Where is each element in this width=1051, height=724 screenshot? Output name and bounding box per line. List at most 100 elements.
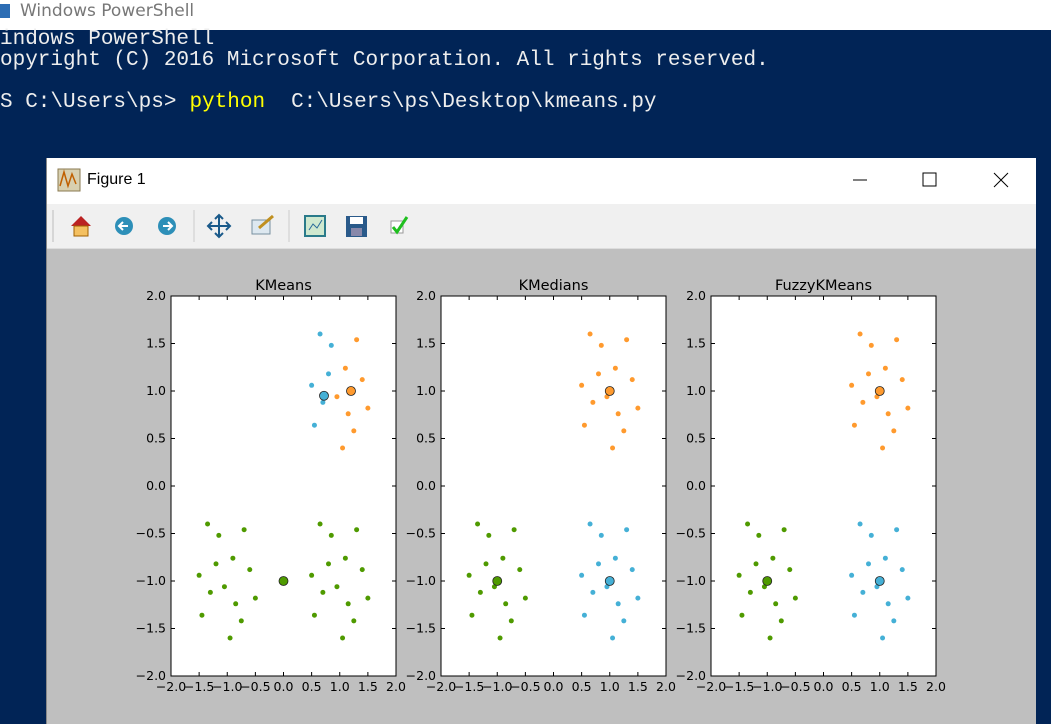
x-tick-label: 1.5 [628, 679, 648, 694]
y-tick-label: −0.5 [406, 526, 436, 541]
forward-button[interactable] [158, 217, 176, 235]
point [205, 521, 211, 527]
point [736, 572, 742, 578]
toolbar-icons [52, 210, 409, 242]
point [317, 521, 323, 527]
y-tick-label: 1.5 [146, 336, 166, 351]
point [207, 589, 213, 595]
point [598, 532, 604, 538]
window-title: Windows PowerShell [20, 1, 195, 21]
figure-title: Figure 1 [87, 171, 146, 188]
point [342, 555, 348, 561]
subplot: −2.0−1.5−1.0−0.5 0.0 0.5 1.0 1.5 2.0−2.0−1.5−… [136, 278, 406, 694]
ps-title-bar: Windows PowerShell [0, 0, 1051, 30]
point [621, 428, 627, 434]
toolbar [47, 204, 1036, 249]
y-tick-label: −1.5 [136, 621, 166, 636]
home-button[interactable] [71, 216, 91, 237]
x-tick-label: −1.0 [752, 679, 782, 694]
point [345, 411, 351, 417]
zoom-button[interactable] [251, 214, 274, 235]
point [624, 337, 630, 343]
point [885, 601, 891, 607]
point [624, 527, 630, 533]
point [894, 337, 900, 343]
x-tick-label: −0.5 [510, 679, 540, 694]
point [739, 612, 745, 618]
point [221, 584, 227, 590]
point [466, 572, 472, 578]
y-tick-label: −0.5 [676, 526, 706, 541]
point [581, 612, 587, 618]
y-tick-label: −0.5 [136, 526, 166, 541]
point [590, 399, 596, 405]
point [196, 572, 202, 578]
y-tick-label: 0.5 [686, 431, 706, 446]
point [629, 377, 635, 383]
point [508, 618, 514, 624]
edit-button[interactable] [390, 216, 409, 235]
point [326, 371, 331, 377]
point [866, 561, 871, 567]
centroid [874, 576, 885, 586]
back-button[interactable] [115, 217, 133, 235]
point [610, 445, 616, 451]
point [199, 612, 205, 618]
title-bar-icons [57, 168, 1009, 192]
point [359, 567, 365, 573]
x-tick-label: −2.0 [696, 679, 726, 694]
point [756, 532, 762, 538]
point [587, 331, 593, 337]
point [326, 561, 331, 567]
point [851, 612, 857, 618]
subplots-button[interactable] [304, 215, 326, 237]
figure-canvas: −2.0−1.5−1.0−0.5 0.0 0.5 1.0 1.5 2.0−2.0−1.5−… [136, 278, 946, 694]
x-tick-label: 1.5 [358, 679, 378, 694]
point [851, 422, 857, 428]
point [581, 422, 587, 428]
pan-button[interactable] [206, 213, 232, 239]
point [590, 589, 596, 595]
point [317, 331, 323, 337]
x-tick-label: 0.0 [814, 679, 834, 694]
point [857, 521, 863, 527]
point [309, 382, 315, 388]
terminal-line: opyright (C) 2016 Microsoft Corporation.… [0, 49, 769, 72]
centroid [604, 576, 615, 586]
chart-title: KMeans [255, 278, 312, 294]
maximize-button[interactable] [922, 172, 937, 187]
point [483, 561, 489, 567]
point [587, 521, 593, 527]
point [328, 532, 334, 538]
point [320, 399, 326, 405]
y-tick-label: −2.0 [136, 668, 166, 683]
point [311, 422, 317, 428]
y-tick-label: 1.0 [686, 383, 706, 398]
x-tick-label: 0.5 [572, 679, 592, 694]
point [340, 635, 346, 641]
point [340, 445, 346, 451]
command: python [189, 91, 266, 114]
command-args: C:\Users\ps\Desktop\kmeans.py [291, 91, 657, 114]
figure-title-bar: Figure 1 [47, 158, 1036, 204]
point [792, 595, 798, 601]
centroid [346, 386, 356, 396]
subplot: −2.0−1.5−1.0−0.5 0.0 0.5 1.0 1.5 2.0−2.0−1.5−… [676, 278, 946, 694]
point [238, 618, 244, 624]
save-button[interactable] [346, 216, 367, 237]
ps-icon [0, 4, 10, 18]
y-tick-label: 2.0 [416, 288, 436, 303]
point [230, 555, 236, 561]
point [753, 561, 759, 567]
prompt: S C:\Users\ps> [0, 91, 177, 114]
point [891, 428, 897, 434]
point [365, 405, 371, 411]
point [247, 567, 253, 573]
point [328, 342, 334, 348]
point [894, 527, 900, 533]
point [882, 555, 888, 561]
y-tick-label: 0.5 [416, 431, 436, 446]
close-button[interactable] [993, 172, 1009, 188]
point [635, 595, 641, 601]
x-tick-label: 0.5 [842, 679, 862, 694]
